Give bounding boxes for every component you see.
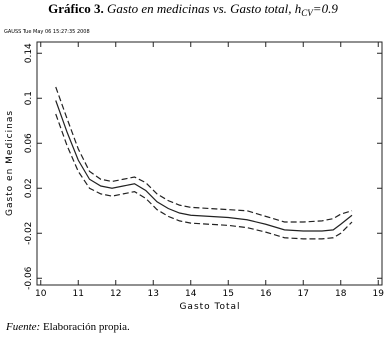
footnote: Fuente: Elaboración propia.: [5, 321, 130, 333]
plot-frame: [36, 41, 383, 286]
y-axis-label: Gasto en Medicinas: [5, 110, 15, 216]
y-tick-label: 0.1: [24, 91, 34, 105]
x-tick-label: 12: [110, 289, 121, 299]
title-prefix: Gráfico 3.: [48, 1, 104, 16]
footnote-text: Elaboración propia.: [43, 321, 130, 333]
title-suffix: =0.9: [313, 1, 339, 16]
chart-title: Gráfico 3. Gasto en medicinas vs. Gasto …: [48, 1, 338, 18]
x-tick-label: 10: [35, 289, 47, 299]
series-line: [55, 100, 353, 232]
y-tick-label: 0.02: [24, 178, 34, 198]
x-axis-label: Gasto Total: [179, 302, 240, 312]
x-tick-label: 16: [260, 289, 272, 299]
y-tick-label: -0.06: [24, 266, 34, 290]
series-line: [55, 113, 353, 240]
x-tick-label: 11: [73, 289, 84, 299]
x-tick-label: 17: [298, 289, 309, 299]
annotation: GAUSS Tue May 06 15:27:35 2008: [4, 29, 90, 35]
series-line: [55, 86, 353, 223]
title-text: Gasto en medicinas vs. Gasto total, h: [107, 1, 301, 16]
x-tick-label: 15: [223, 289, 234, 299]
x-tick-label: 14: [185, 289, 197, 299]
y-tick-label: 0.14: [24, 43, 34, 63]
y-tick-label: 0.06: [24, 133, 34, 153]
x-tick-label: 18: [335, 289, 347, 299]
title-subscript: CV: [301, 8, 314, 18]
x-tick-label: 13: [148, 289, 159, 299]
x-tick-label: 19: [373, 289, 385, 299]
footnote-label: Fuente:: [5, 321, 40, 333]
y-tick-label: -0.02: [24, 222, 34, 245]
